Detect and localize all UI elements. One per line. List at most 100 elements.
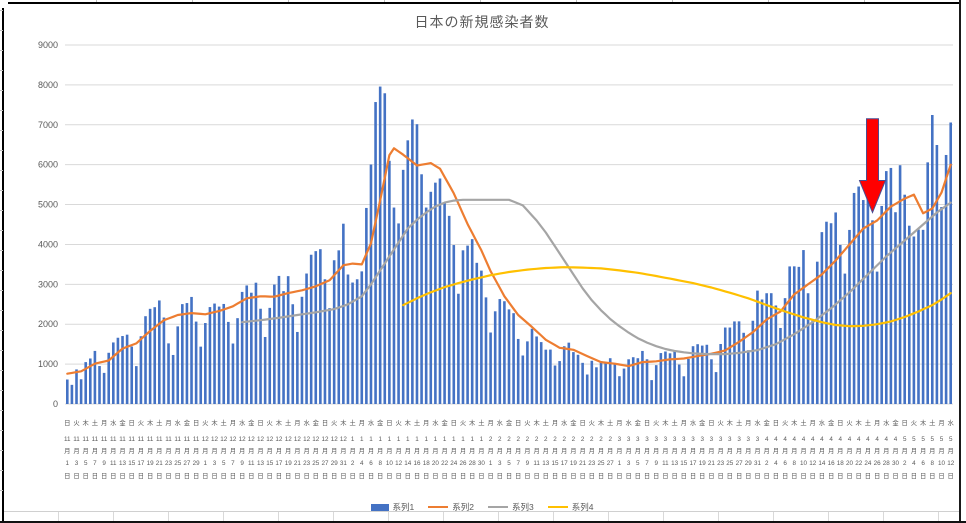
row-tick xyxy=(0,30,3,31)
cell-tick xyxy=(828,512,829,521)
legend-item-series3[interactable]: 系列3 xyxy=(488,501,534,513)
row-tick xyxy=(0,190,3,191)
cell-tick xyxy=(663,512,664,521)
row-tick xyxy=(0,10,3,11)
col-tick xyxy=(576,0,577,2)
cell-tick xyxy=(498,512,499,521)
chart-legend: 系列1 系列2 系列3 系列4 xyxy=(4,501,960,513)
cell-tick xyxy=(223,512,224,521)
legend-item-series2[interactable]: 系列2 xyxy=(428,501,474,513)
col-tick xyxy=(384,0,385,2)
legend-item-series4[interactable]: 系列4 xyxy=(547,501,593,513)
row-tick xyxy=(0,330,3,331)
cell-tick xyxy=(333,512,334,521)
svg-text:0: 0 xyxy=(53,399,58,409)
row-tick xyxy=(0,230,3,231)
cell-tick xyxy=(718,512,719,521)
row-tick xyxy=(0,110,3,111)
row-tick xyxy=(0,150,3,151)
svg-text:3000: 3000 xyxy=(38,279,58,289)
sheet-border-top xyxy=(8,2,961,4)
chart-plot-area: 0 1000 2000 3000 4000 5000 6000 7000 8000 9000 日 11… xyxy=(38,40,955,480)
svg-text:6000: 6000 xyxy=(38,160,58,170)
sheet-border-bottom xyxy=(0,521,966,523)
row-tick xyxy=(0,290,3,291)
cell-tick xyxy=(883,512,884,521)
row-tick xyxy=(0,370,3,371)
legend-item-series1[interactable]: 系列1 xyxy=(370,501,414,513)
row-tick xyxy=(0,210,3,211)
col-tick xyxy=(480,0,481,2)
svg-text:9000: 9000 xyxy=(38,40,58,50)
red-arrow-annotation[interactable] xyxy=(858,118,887,214)
row-tick xyxy=(0,70,3,71)
row-tick xyxy=(0,430,3,431)
col-tick xyxy=(288,0,289,2)
cell-tick xyxy=(58,512,59,521)
cell-tick xyxy=(443,512,444,521)
row-tick xyxy=(0,130,3,131)
series1-swatch xyxy=(370,503,389,511)
col-tick xyxy=(96,0,97,2)
chart-title: 日本の新規感染者数 xyxy=(414,14,550,30)
svg-text:7000: 7000 xyxy=(38,120,58,130)
chart-object[interactable]: 0 1000 2000 3000 4000 5000 6000 7000 8000 9000 日 11… xyxy=(4,4,960,513)
svg-text:4000: 4000 xyxy=(38,239,58,249)
col-tick xyxy=(864,0,865,2)
row-tick xyxy=(0,250,3,251)
legend-label-series3: 系列3 xyxy=(512,502,534,512)
svg-text:5000: 5000 xyxy=(38,200,58,210)
